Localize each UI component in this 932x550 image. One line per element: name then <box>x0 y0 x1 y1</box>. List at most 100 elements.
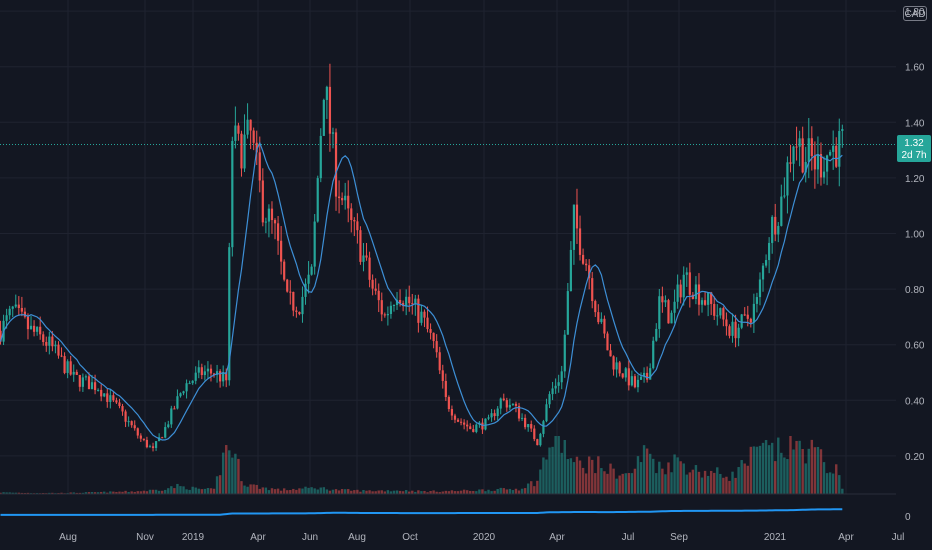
volume-bar <box>694 465 698 494</box>
candle-body <box>209 368 213 374</box>
currency-button[interactable]: CAD <box>903 6 927 21</box>
volume-bar <box>389 491 393 494</box>
volume-bar <box>801 449 804 494</box>
x-tick-label: Apr <box>549 532 565 543</box>
volume-bar <box>121 491 124 494</box>
volume-bar <box>14 492 17 494</box>
candle-body <box>490 413 493 418</box>
volume-bar <box>777 437 780 494</box>
candle-body <box>423 311 426 318</box>
volume-bar <box>148 489 152 494</box>
candle-body <box>542 421 545 434</box>
candle-body <box>764 260 768 266</box>
candle-body <box>48 336 51 346</box>
volume-bar <box>539 469 542 494</box>
volume-bar <box>347 489 350 494</box>
volume-bar <box>267 490 271 494</box>
volume-bar <box>78 492 82 494</box>
candle-body <box>100 389 103 397</box>
volume-bar <box>350 490 353 494</box>
candle-body <box>164 427 167 438</box>
candle-body <box>780 196 783 226</box>
candle-body <box>502 398 505 401</box>
candle-body <box>777 225 780 235</box>
y-tick-label: 0.60 <box>905 341 925 352</box>
candle-body <box>743 314 746 316</box>
candle-body <box>832 145 835 152</box>
candle-body <box>487 417 490 419</box>
candle-body <box>600 318 603 323</box>
volume-bar <box>200 489 204 494</box>
candle-body <box>359 230 362 262</box>
candle-body <box>337 196 341 199</box>
candle-body <box>725 319 728 327</box>
candle-body <box>273 220 277 224</box>
volume-bar <box>514 488 518 494</box>
candle-body <box>801 138 804 173</box>
candle-body <box>219 371 222 382</box>
candle-body <box>234 125 237 141</box>
volume-bar <box>517 490 521 494</box>
volume-bar <box>453 491 457 494</box>
x-tick-label: Nov <box>136 532 154 543</box>
candle-body <box>42 334 45 343</box>
volume-bar <box>313 488 316 494</box>
candle-body <box>838 131 841 167</box>
candle-body <box>344 195 347 201</box>
candle-body <box>203 371 206 376</box>
candle-body <box>548 394 551 405</box>
candle-body <box>154 441 158 448</box>
candle-body <box>524 417 527 428</box>
candle-body <box>417 298 420 323</box>
candle-body <box>530 424 533 429</box>
volume-bar <box>841 488 844 494</box>
candle-body <box>81 377 84 387</box>
candle-body <box>728 326 731 336</box>
candle-body <box>313 221 316 267</box>
candle-body <box>545 404 548 422</box>
volume-bar <box>334 489 338 494</box>
volume-bar <box>173 488 176 494</box>
candle-body <box>161 437 164 439</box>
candle-body <box>371 279 374 289</box>
volume-bar <box>813 447 817 494</box>
volume-bar <box>554 436 557 494</box>
candle-body <box>11 306 14 309</box>
candle-body <box>481 422 484 430</box>
volume-bar <box>465 490 469 494</box>
volume-bar <box>819 449 823 494</box>
volume-bar <box>490 491 493 494</box>
volume-bar <box>179 486 182 494</box>
candle-body <box>505 400 508 408</box>
candle-body <box>667 300 670 324</box>
volume-bar <box>136 491 139 494</box>
volume-bar <box>587 456 591 494</box>
candle-body <box>786 162 789 196</box>
volume-bar <box>26 492 30 494</box>
candle-body <box>484 418 487 430</box>
volume-bar <box>716 467 719 494</box>
volume-bar <box>386 490 390 494</box>
candle-body <box>591 278 594 302</box>
candle-body <box>444 380 447 398</box>
volume-bar <box>764 440 768 494</box>
candle-body <box>761 265 765 280</box>
moving-average-line <box>0 141 843 441</box>
volume-bar <box>688 472 692 494</box>
volume-bar <box>804 463 807 494</box>
volume-bar <box>780 452 783 494</box>
volume-bar <box>60 492 63 494</box>
y-tick-label: 1.40 <box>905 118 925 129</box>
candle-body <box>807 138 810 162</box>
volume-bar <box>295 489 298 494</box>
volume-bar <box>606 473 609 494</box>
volume-bar <box>828 472 832 494</box>
volume-bar <box>417 490 420 494</box>
volume-bar <box>469 490 472 494</box>
volume-bar <box>99 491 103 494</box>
candle-body <box>618 362 621 374</box>
candle-body <box>255 142 258 153</box>
candle-body <box>145 439 149 448</box>
volume-bar <box>609 463 612 494</box>
